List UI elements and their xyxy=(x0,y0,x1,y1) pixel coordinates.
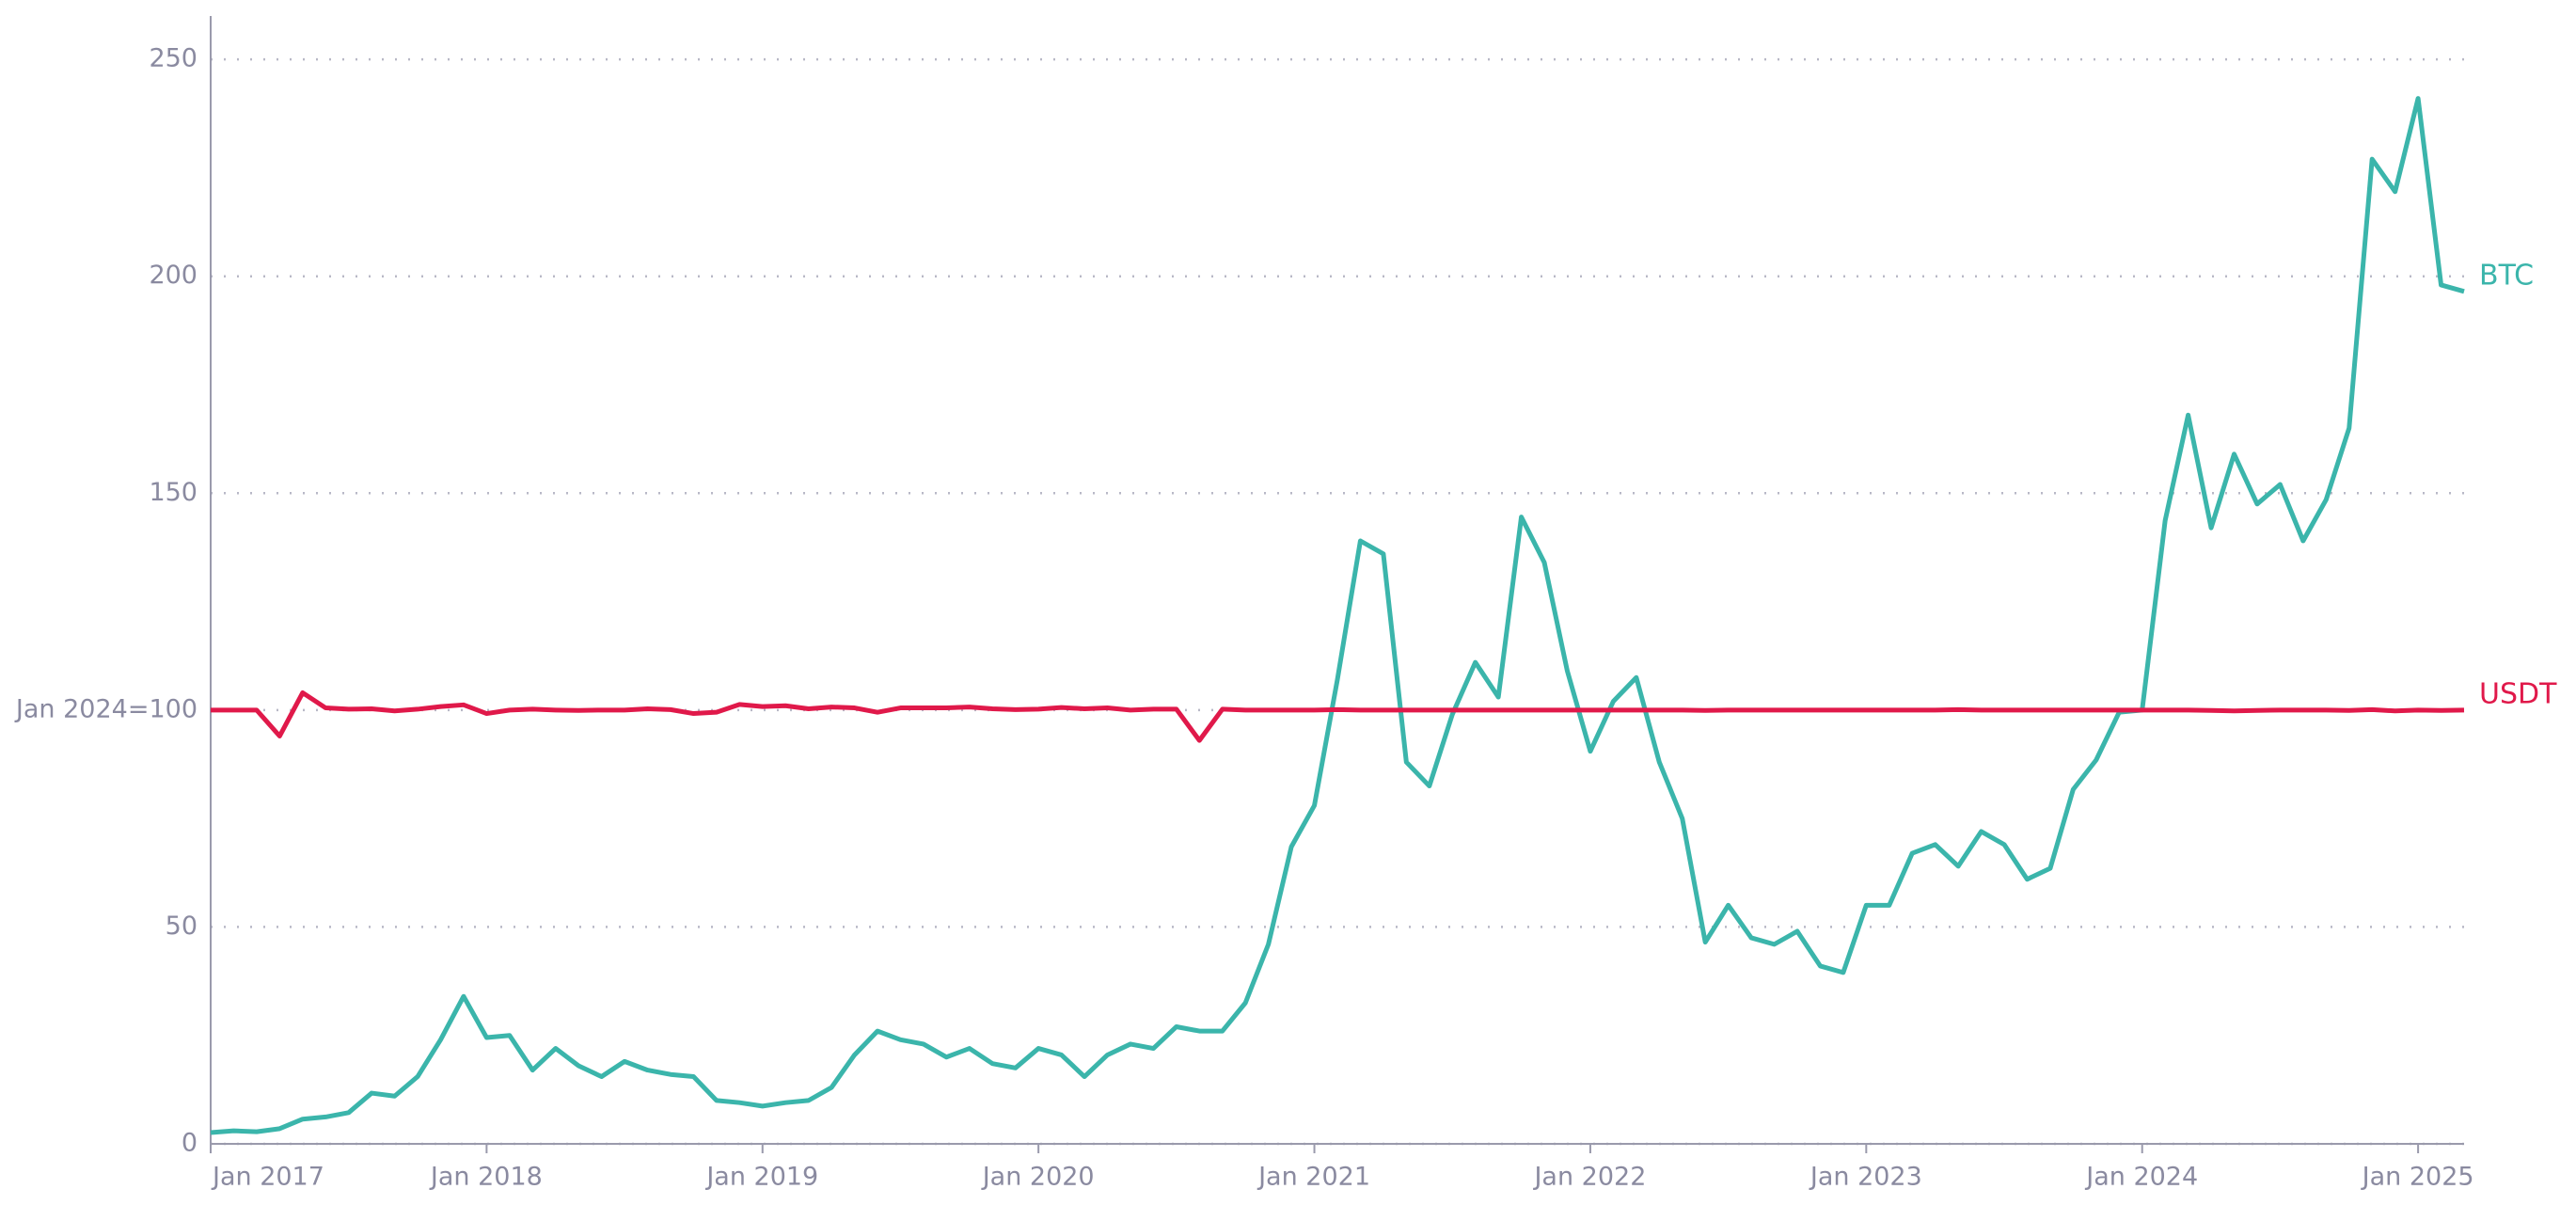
x-tick-label: Jan 2025 xyxy=(2361,1163,2474,1192)
series-label: BTC xyxy=(2479,259,2534,292)
y-tick-label: 0 xyxy=(182,1129,198,1158)
y-tick-label: Jan 2024=100 xyxy=(14,694,198,723)
x-tick-label: Jan 2022 xyxy=(1532,1163,1646,1192)
y-tick-label: 150 xyxy=(149,478,198,507)
y-tick-label: 200 xyxy=(149,261,198,290)
x-tick-label: Jan 2017 xyxy=(211,1163,324,1192)
x-tick-label: Jan 2021 xyxy=(1256,1163,1370,1192)
x-tick-label: Jan 2019 xyxy=(704,1163,818,1192)
y-tick-label: 50 xyxy=(166,912,198,941)
line-series xyxy=(211,690,2465,743)
x-tick-label: Jan 2023 xyxy=(1809,1163,1922,1192)
x-tick-label: Jan 2024 xyxy=(2084,1163,2198,1192)
y-tick-label: 250 xyxy=(149,44,198,73)
x-tick-label: Jan 2018 xyxy=(429,1163,543,1192)
line-series xyxy=(210,96,2465,1135)
series-label: USDT xyxy=(2479,677,2557,710)
x-tick-label: Jan 2020 xyxy=(981,1163,1095,1192)
